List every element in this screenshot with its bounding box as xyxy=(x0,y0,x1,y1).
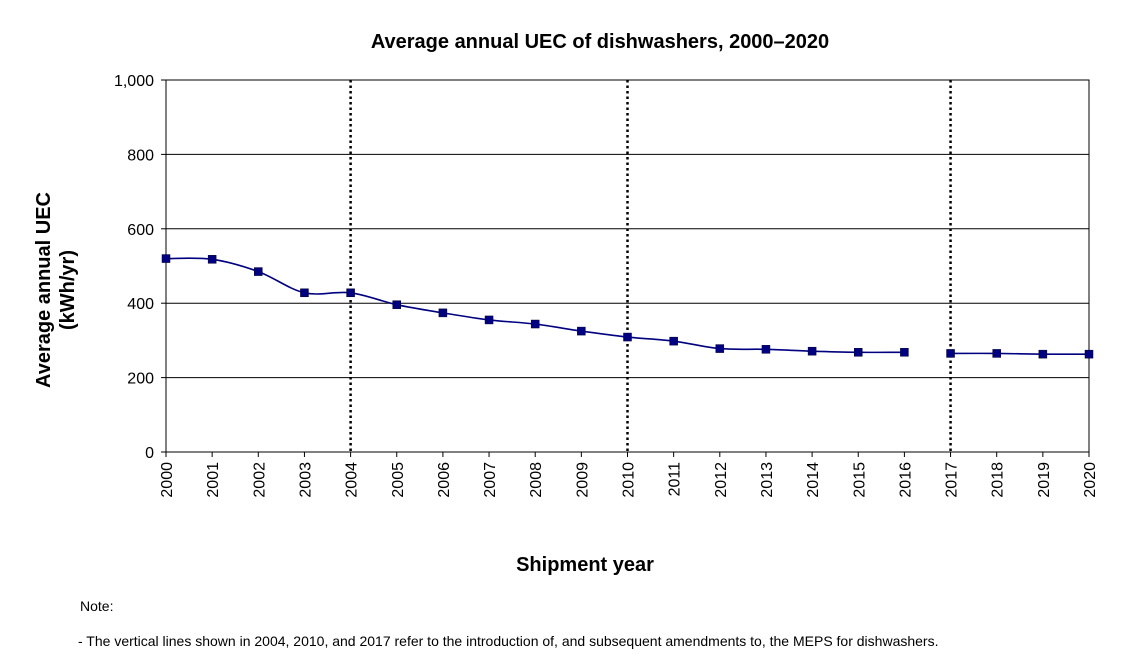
data-point xyxy=(715,344,725,353)
x-tick-label: 2009 xyxy=(574,462,591,498)
x-tick-label: 2018 xyxy=(990,462,1007,498)
x-tick-label: 2002 xyxy=(251,462,268,498)
y-tick-label: 200 xyxy=(127,371,154,388)
x-tick-label: 2019 xyxy=(1036,462,1053,498)
plot-area: 0 200 400 600 800 1,000 2000 2001 2002 2003 2004 20… xyxy=(114,73,1099,498)
data-point xyxy=(854,348,863,357)
data-point xyxy=(392,300,401,309)
y-tick-label: 800 xyxy=(127,147,154,164)
data-point xyxy=(300,288,309,298)
y-axis-title-line2: (kWh/yr) xyxy=(57,250,79,330)
x-tick-label: 2004 xyxy=(344,462,361,498)
series-line xyxy=(950,352,1090,356)
x-tick-label: 2008 xyxy=(528,462,545,498)
x-tick-label: 2012 xyxy=(713,462,730,498)
data-point xyxy=(1038,349,1048,359)
data-point xyxy=(577,326,586,336)
y-axis-title-line1: Average annual UEC xyxy=(33,192,55,388)
data-point xyxy=(530,319,540,329)
data-point xyxy=(438,308,448,318)
x-tick-label: 2014 xyxy=(805,462,822,498)
x-tick-label: 2006 xyxy=(436,462,453,498)
data-point xyxy=(669,336,678,346)
x-tick-label: 2013 xyxy=(759,462,776,498)
data-point xyxy=(900,348,909,357)
y-tick-label: 0 xyxy=(145,445,154,462)
chart: Average annual UEC of dishwashers, 2000–… xyxy=(33,31,1099,576)
y-tick-label: 600 xyxy=(127,222,154,239)
chart-title: Average annual UEC of dishwashers, 2000–… xyxy=(371,31,829,53)
data-point xyxy=(946,349,955,358)
x-tick-label: 2011 xyxy=(667,462,684,497)
y-tick-label: 400 xyxy=(127,296,154,313)
data-point xyxy=(346,288,355,298)
x-tick-label: 2005 xyxy=(390,462,407,498)
x-tick-label: 2010 xyxy=(621,462,638,498)
note-heading: Note: xyxy=(80,598,114,614)
data-point xyxy=(807,346,817,356)
x-axis-title: Shipment year xyxy=(516,554,654,576)
x-tick-label: 2015 xyxy=(851,462,868,498)
data-point xyxy=(623,332,632,342)
data-point xyxy=(207,255,217,264)
data-point xyxy=(1084,349,1094,359)
data-point xyxy=(992,349,1001,358)
x-tick-label: 2007 xyxy=(482,462,499,498)
data-point xyxy=(254,267,263,276)
note-text: - The vertical lines shown in 2004, 2010… xyxy=(78,633,939,649)
x-tick-label: 2001 xyxy=(205,462,222,498)
y-tick-label: 1,000 xyxy=(114,73,154,90)
data-point xyxy=(161,254,171,263)
x-tick-label: 2000 xyxy=(159,462,176,498)
x-tick-label: 2017 xyxy=(944,462,961,498)
x-tick-label: 2016 xyxy=(897,462,914,498)
data-point xyxy=(761,345,771,354)
data-point xyxy=(484,315,494,325)
x-tick-label: 2020 xyxy=(1082,462,1099,498)
x-tick-label: 2003 xyxy=(297,462,314,498)
series-line xyxy=(165,257,905,354)
